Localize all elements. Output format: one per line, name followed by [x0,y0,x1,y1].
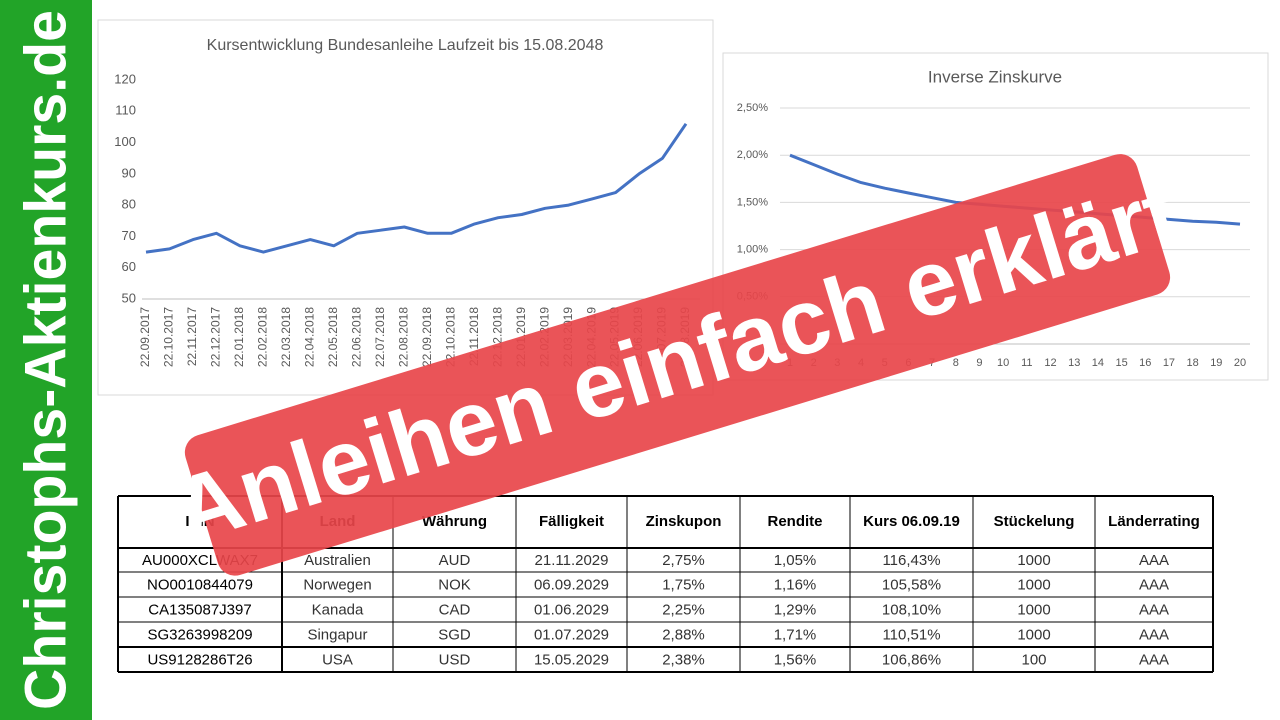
y-tick-label: 2,50% [737,102,768,114]
table-cell: USD [439,651,471,668]
table-cell: 110,51% [882,626,940,643]
x-tick-label: 11 [1021,357,1032,369]
x-tick-label: 16 [1139,357,1151,369]
y-tick-label: 1,50% [737,196,768,208]
y-tick-label: 60 [122,259,136,274]
x-tick-label: 22.06.2018 [349,307,363,367]
x-tick-label: 22.10.2017 [162,307,176,367]
table-cell: 105,58% [882,576,941,593]
table-cell: 1000 [1017,576,1050,593]
table-cell: 1,16% [774,576,817,593]
table-header: Stückelung [994,513,1075,530]
table-cell: AAA [1139,601,1169,618]
table-cell: 1000 [1017,626,1050,643]
table-cell: US9128286T26 [147,651,252,668]
y-tick-label: 1,00% [737,244,768,256]
table-cell: 1,75% [662,576,705,593]
table-cell: AAA [1139,552,1169,569]
x-tick-label: 22.09.2017 [138,307,152,367]
x-tick-label: 22.01.2018 [232,307,246,367]
chart-title: Kursentwicklung Bundesanleihe Laufzeit b… [207,37,604,54]
table-cell: 106,86% [882,651,941,668]
table-cell: 2,38% [662,651,705,668]
y-tick-label: 80 [122,197,136,212]
sidebar-text: Christophs-Aktienkurs.de [13,10,78,710]
table-cell: SGD [438,626,471,643]
x-tick-label: 13 [1068,357,1080,369]
banner [184,154,1171,576]
table-cell: SG3263998209 [147,626,252,643]
table-cell: 2,25% [662,601,705,618]
data-line [145,122,688,254]
x-tick-label: 20 [1234,357,1246,369]
table-header: Kurs 06.09.19 [863,513,960,530]
y-tick-label: 90 [122,165,136,180]
x-tick-label: 19 [1210,357,1222,369]
x-tick-label: 22.07.2018 [373,307,387,367]
sidebar [0,0,92,720]
table-cell: AAA [1139,626,1169,643]
table-cell: Norwegen [303,576,371,593]
table-cell: Kanada [312,601,364,618]
table-cell: 108,10% [882,601,941,618]
table-cell: 1,05% [774,552,817,569]
table-cell: AAA [1139,651,1169,668]
y-tick-label: 70 [122,228,136,243]
table-header: Rendite [767,513,822,530]
table-cell: 116,43% [882,552,940,569]
x-tick-label: 18 [1187,357,1199,369]
y-tick-label: 2,00% [737,149,768,161]
x-tick-label: 22.12.2017 [209,307,223,367]
chart-title: Inverse Zinskurve [928,67,1062,86]
table-cell: 06.09.2029 [534,576,609,593]
x-tick-label: 10 [997,357,1009,369]
table-cell: 01.07.2029 [534,626,609,643]
x-tick-label: 9 [976,357,982,369]
x-tick-label: 22.11.2017 [185,307,199,366]
table-cell: NO0010844079 [147,576,253,593]
table-cell: 1000 [1017,601,1050,618]
table-header: Zinskupon [646,513,722,530]
x-tick-label: 22.02.2018 [256,307,270,367]
table-cell: 1,29% [774,601,817,618]
x-tick-label: 22.10.2018 [443,307,457,367]
table-cell: AAA [1139,576,1169,593]
table-header: Fälligkeit [539,513,604,530]
x-tick-label: 22.09.2018 [420,307,434,367]
table-cell: Australien [304,552,371,569]
table-cell: 21.11.2029 [535,552,609,569]
y-tick-label: 100 [114,134,136,149]
table-cell: CA135087J397 [148,601,251,618]
table-cell: 2,88% [662,626,705,643]
table-cell: 1000 [1017,552,1050,569]
y-tick-label: 50 [122,290,136,305]
table-cell: 1,56% [774,651,817,668]
table-header: Länderrating [1108,513,1200,530]
x-tick-label: 14 [1092,357,1104,369]
x-tick-label: 22.03.2018 [279,307,293,367]
x-tick-label: 17 [1163,357,1175,369]
table-cell: 100 [1021,651,1046,668]
x-tick-label: 12 [1044,357,1056,369]
table-header: Währung [422,513,487,530]
x-tick-label: 8 [953,357,959,369]
y-tick-label: 120 [114,71,136,86]
table-cell: 01.06.2029 [534,601,609,618]
table-cell: 15.05.2029 [534,651,609,668]
x-tick-label: 15 [1115,357,1127,369]
table-cell: 1,71% [774,626,817,643]
x-tick-label: 22.05.2018 [326,307,340,367]
table-cell: NOK [438,576,471,593]
y-tick-label: 110 [115,103,136,118]
x-tick-label: 22.04.2018 [303,307,317,367]
table-cell: CAD [439,601,471,618]
table-cell: Singapur [307,626,367,643]
table-cell: 2,75% [662,552,705,569]
x-tick-label: 22.08.2018 [396,307,410,367]
table-cell: USA [322,651,353,668]
table-cell: AUD [439,552,471,569]
